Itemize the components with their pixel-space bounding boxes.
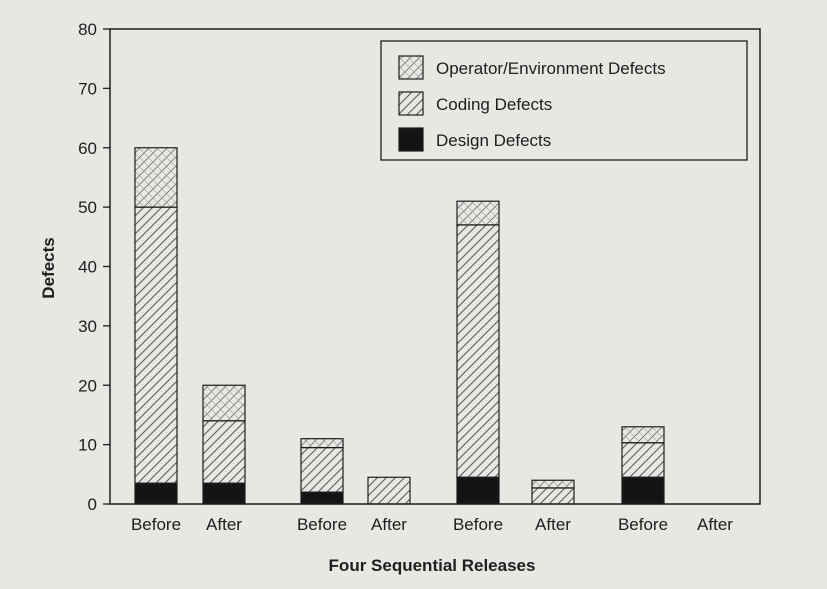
y-tick-label: 80 — [78, 20, 97, 39]
legend-label: Operator/Environment Defects — [436, 59, 666, 78]
x-tick-label: Before — [618, 515, 668, 534]
bar-stack — [300, 438, 344, 505]
y-tick-label: 70 — [78, 79, 97, 98]
x-tick-label: Before — [131, 515, 181, 534]
bar-segment-coding-defects — [367, 476, 411, 505]
x-tick-label: After — [206, 515, 242, 534]
bar-segment-operator-environment-defects — [134, 147, 178, 208]
legend: Operator/Environment Defects Coding Defec… — [380, 40, 748, 161]
legend-swatch — [398, 127, 424, 152]
legend-swatch — [398, 91, 424, 116]
bar-segment-coding-defects — [531, 487, 575, 505]
legend-label: Coding Defects — [436, 95, 552, 114]
y-tick-label: 50 — [78, 198, 97, 217]
bar-stack — [367, 476, 411, 505]
bar-stack — [202, 384, 246, 505]
x-tick-label: After — [535, 515, 571, 534]
bar-segment-operator-environment-defects — [456, 200, 500, 226]
bar-segment-coding-defects — [300, 446, 344, 493]
y-tick-label: 30 — [78, 317, 97, 336]
x-axis-label: Four Sequential Releases — [329, 556, 536, 575]
bar-segment-operator-environment-defects — [621, 426, 665, 444]
y-tick-label: 40 — [78, 258, 97, 277]
bar-stack — [456, 200, 500, 505]
y-axis-label: Defects — [39, 237, 58, 298]
bar-segment-operator-environment-defects — [300, 438, 344, 449]
x-tick-label: Before — [297, 515, 347, 534]
y-tick-label: 60 — [78, 139, 97, 158]
bar-segment-design-defects — [456, 476, 500, 505]
bar-stack — [134, 147, 178, 505]
y-tick-label: 0 — [88, 495, 97, 514]
legend-box — [380, 40, 748, 161]
bar-stack — [531, 479, 575, 505]
bar-segment-design-defects — [621, 476, 665, 505]
bar-segment-operator-environment-defects — [531, 479, 575, 489]
bars: Before After Before After Before After Before A… — [131, 147, 733, 534]
bar-segment-coding-defects — [134, 206, 178, 484]
bar-segment-coding-defects — [202, 420, 246, 484]
y-tick-label: 10 — [78, 436, 97, 455]
bar-stack — [621, 426, 665, 505]
bar-segment-design-defects — [300, 491, 344, 505]
legend-label: Design Defects — [436, 131, 551, 150]
bar-segment-design-defects — [134, 482, 178, 505]
bar-segment-design-defects — [202, 482, 246, 505]
x-tick-label: After — [371, 515, 407, 534]
x-tick-label: Before — [453, 515, 503, 534]
bar-segment-coding-defects — [456, 224, 500, 478]
bar-segment-operator-environment-defects — [202, 384, 246, 422]
bar-segment-coding-defects — [621, 442, 665, 478]
legend-swatch — [398, 55, 424, 80]
axes: 0 10 20 30 40 50 60 70 80 — [78, 20, 761, 514]
y-tick-label: 20 — [78, 376, 97, 395]
x-tick-label: After — [697, 515, 733, 534]
